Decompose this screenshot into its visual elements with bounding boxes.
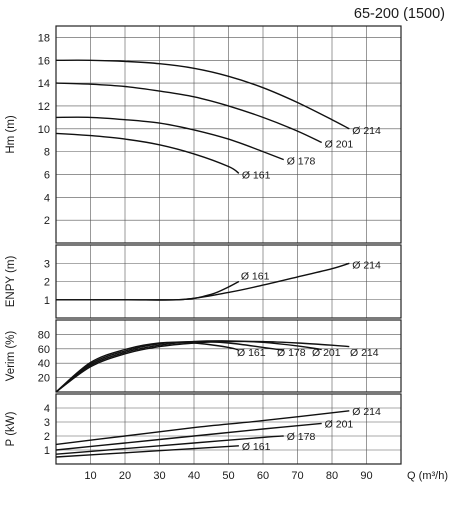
x-tick-label: 30 — [153, 470, 165, 482]
head-y-tick-label: 14 — [38, 78, 50, 90]
power-series-label: Ø 214 — [352, 406, 381, 418]
efficiency-series-label: Ø 178 — [277, 347, 306, 359]
head-y-tick-label: 8 — [44, 147, 50, 159]
efficiency-y-tick-label: 60 — [38, 344, 50, 356]
efficiency-y-axis-label: Verim (%) — [5, 331, 17, 382]
efficiency-y-tick-label: 40 — [38, 358, 50, 370]
head-series-line — [55, 116, 284, 161]
x-tick-label: 20 — [119, 470, 131, 482]
power-series-line — [55, 422, 322, 451]
power-series-label: Ø 178 — [287, 431, 316, 443]
npsh-series-label: Ø 214 — [352, 259, 381, 271]
power-y-tick-label: 2 — [44, 431, 50, 443]
npsh-series-line — [55, 280, 240, 301]
efficiency-series-label: Ø 201 — [312, 347, 341, 359]
power-y-tick-label: 3 — [44, 417, 50, 429]
power-y-tick-label: 4 — [44, 403, 50, 415]
npsh-y-axis-label: ENPY (m) — [5, 256, 17, 308]
head-y-tick-label: 2 — [44, 215, 50, 227]
npsh-y-tick-label: 3 — [44, 258, 50, 270]
power-series-line — [55, 445, 239, 458]
power-series-label: Ø 201 — [325, 418, 354, 430]
efficiency-y-tick-label: 80 — [38, 329, 50, 341]
efficiency-panel: 20 40 60 80 Verim (%) Ø 214 Ø 201 Ø 178 Ø 161 — [5, 319, 402, 393]
x-tick-label: 10 — [84, 470, 96, 482]
power-y-tick-label: 1 — [44, 445, 50, 457]
npsh-y-tick-label: 2 — [44, 277, 50, 289]
head-series-line — [55, 132, 240, 174]
head-y-axis-label: Hm (m) — [5, 115, 17, 153]
efficiency-series-label: Ø 161 — [237, 347, 266, 359]
head-frame — [55, 25, 402, 244]
efficiency-series-line — [55, 341, 240, 393]
x-tick-label: 90 — [360, 470, 372, 482]
npsh-panel: 1 2 3 ENPY (m) Ø 214 Ø 161 — [5, 244, 402, 319]
head-y-tick-label: 6 — [44, 169, 50, 181]
efficiency-series-label: Ø 214 — [350, 347, 379, 359]
x-tick-label: 40 — [188, 470, 200, 482]
npsh-series-label: Ø 161 — [241, 271, 270, 283]
power-series-label: Ø 161 — [242, 441, 271, 453]
head-series-label: Ø 178 — [287, 156, 316, 168]
power-frame — [55, 393, 402, 465]
head-y-tick-label: 18 — [38, 32, 50, 44]
efficiency-y-tick-label: 20 — [38, 373, 50, 385]
chart-title: 65-200 (1500) — [353, 6, 445, 22]
x-axis-label: Q (m³/h) — [407, 470, 448, 482]
head-y-tick-label: 10 — [38, 124, 50, 136]
x-tick-label: 70 — [291, 470, 303, 482]
head-series-label: Ø 214 — [352, 125, 381, 137]
head-series-line — [55, 59, 350, 130]
npsh-y-tick-label: 1 — [44, 295, 50, 307]
head-series-label: Ø 201 — [325, 138, 354, 150]
head-y-tick-label: 16 — [38, 55, 50, 67]
head-y-tick-label: 12 — [38, 101, 50, 113]
power-y-axis-label: P (kW) — [5, 411, 17, 446]
head-y-tick-label: 4 — [44, 192, 50, 204]
power-series-line — [55, 435, 284, 455]
head-series-line — [55, 82, 322, 144]
power-series-line — [55, 410, 350, 446]
efficiency-frame — [55, 319, 402, 393]
x-tick-label: 50 — [222, 470, 234, 482]
head-series-label: Ø 161 — [242, 169, 271, 181]
x-tick-label: 80 — [326, 470, 338, 482]
npsh-frame — [55, 244, 402, 319]
x-tick-label: 60 — [257, 470, 269, 482]
